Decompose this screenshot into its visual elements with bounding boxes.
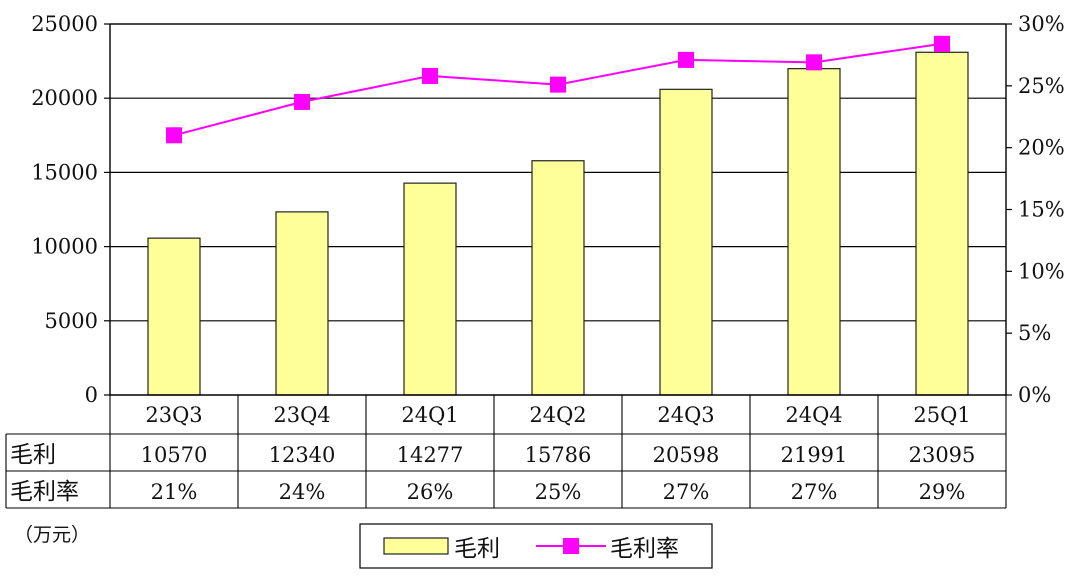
line-point-24Q2 <box>550 76 566 93</box>
line-point-24Q1 <box>422 67 438 84</box>
line-point-23Q4 <box>294 93 310 110</box>
category-label-24Q4: 24Q4 <box>785 403 842 427</box>
table-cell-1-1: 24% <box>279 480 326 504</box>
right-tick-label-3: 15% <box>1018 198 1065 222</box>
bar-24Q2 <box>531 160 585 396</box>
category-label-24Q2: 24Q2 <box>529 403 586 427</box>
legend-line-marker <box>563 538 579 554</box>
data-table: 23Q3 23Q4 24Q1 24Q2 24Q3 24Q4 25Q1 毛利 10570 12340… <box>5 394 1007 509</box>
line-point-24Q4 <box>806 54 822 71</box>
bar-25Q1 <box>915 51 969 396</box>
left-axis-ticks: 0 5000 10000 15000 20000 25000 <box>31 12 110 407</box>
category-label-23Q3: 23Q3 <box>145 403 202 427</box>
left-tick-label-1: 5000 <box>45 309 98 333</box>
category-label-25Q1: 25Q1 <box>913 403 970 427</box>
table-cell-1-3: 25% <box>535 480 582 504</box>
right-tick-label-4: 20% <box>1018 136 1065 160</box>
category-label-24Q1: 24Q1 <box>401 403 458 427</box>
right-tick-label-0: 0% <box>1018 383 1051 407</box>
table-cell-0-1: 12340 <box>269 443 336 467</box>
line-point-23Q3 <box>166 127 182 144</box>
table-cell-0-5: 21991 <box>781 443 848 467</box>
line-point-25Q1 <box>934 35 950 52</box>
table-cell-0-0: 10570 <box>141 443 208 467</box>
bar-23Q3 <box>147 237 201 396</box>
table-cell-1-6: 29% <box>919 480 966 504</box>
legend: 毛利 毛利率 <box>359 523 713 569</box>
table-cell-0-6: 23095 <box>909 443 976 467</box>
bar-series <box>147 51 969 396</box>
table-cell-0-2: 14277 <box>397 443 464 467</box>
category-label-23Q4: 23Q4 <box>273 403 330 427</box>
line-series <box>166 35 950 144</box>
left-tick-label-3: 15000 <box>31 160 98 184</box>
bar-24Q1 <box>403 182 457 396</box>
right-tick-label-2: 10% <box>1018 259 1065 283</box>
table-cell-0-4: 20598 <box>653 443 720 467</box>
left-tick-label-2: 10000 <box>31 235 98 259</box>
legend-line-label: 毛利率 <box>610 536 679 562</box>
bar-24Q4 <box>787 68 841 396</box>
legend-bar-swatch <box>383 537 449 555</box>
left-tick-label-5: 25000 <box>31 12 98 36</box>
right-tick-label-1: 5% <box>1018 321 1051 345</box>
legend-bar-label: 毛利 <box>454 536 500 562</box>
unit-note: （万元） <box>14 524 90 546</box>
table-cell-1-0: 21% <box>151 480 198 504</box>
bar-24Q3 <box>659 88 713 396</box>
right-tick-label-5: 25% <box>1018 74 1065 98</box>
table-cell-1-4: 27% <box>663 480 710 504</box>
left-tick-label-0: 0 <box>85 383 98 407</box>
category-label-24Q3: 24Q3 <box>657 403 714 427</box>
table-cell-1-2: 26% <box>407 480 454 504</box>
right-axis-ticks: 0% 5% 10% 15% 20% 25% 30% <box>1006 12 1065 407</box>
line-point-24Q3 <box>678 51 694 68</box>
left-tick-label-4: 20000 <box>31 86 98 110</box>
table-row-label-1: 毛利率 <box>10 479 79 505</box>
table-row-label-0: 毛利 <box>10 442 56 468</box>
table-cell-0-3: 15786 <box>525 443 592 467</box>
bar-23Q4 <box>275 211 329 396</box>
right-tick-label-6: 30% <box>1018 12 1065 36</box>
table-cell-1-5: 27% <box>791 480 838 504</box>
